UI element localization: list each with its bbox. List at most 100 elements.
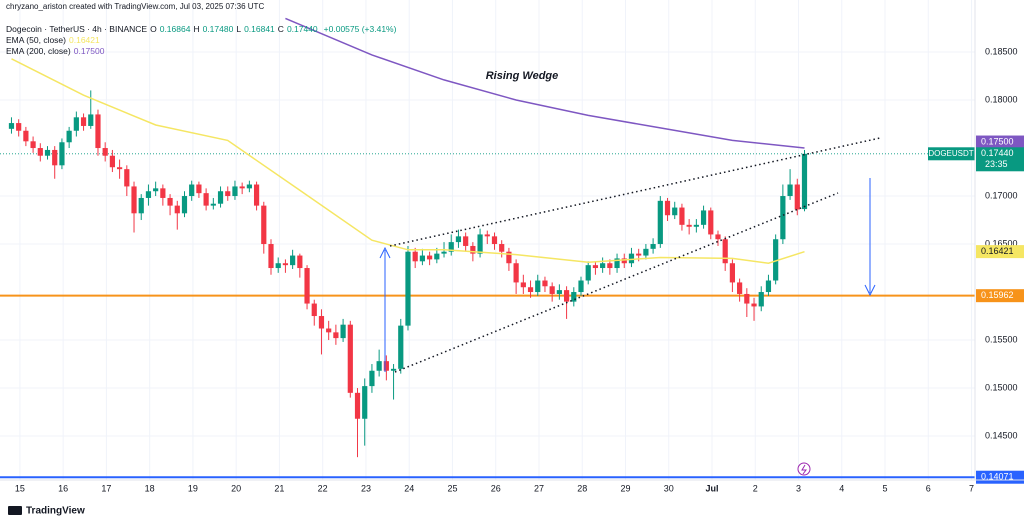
y-tick-label: 0.15000 [985, 382, 1018, 392]
x-tick-label: 28 [577, 483, 587, 493]
candle-body [138, 197, 144, 214]
candle-body [398, 325, 404, 369]
candle-body [217, 191, 224, 204]
candle-body [369, 370, 375, 387]
candle-body [737, 282, 743, 294]
y-tick-label: 0.18500 [985, 46, 1018, 56]
footer: TradingView [26, 506, 85, 517]
y-tick-label: 0.17000 [985, 190, 1018, 200]
price-tag [976, 245, 1024, 259]
candle-body [174, 205, 180, 214]
candle-body [376, 361, 382, 371]
level-tag [976, 289, 1024, 303]
level-tag-label: 0.15962 [981, 290, 1014, 300]
candle-body [686, 224, 692, 227]
candle-body [109, 155, 115, 168]
logo [8, 506, 22, 515]
candle-body [16, 123, 22, 131]
x-tick-label: 27 [534, 483, 544, 493]
candle-body [434, 253, 440, 260]
ohlc-value: 0.16864 [159, 24, 191, 34]
candle-body [448, 242, 454, 252]
candle-body [333, 332, 339, 339]
x-tick-label: 18 [145, 483, 155, 493]
candle-body [441, 251, 447, 254]
candle-body [621, 258, 627, 264]
arrow-down [864, 178, 876, 297]
price-tag-label: 0.17440 [981, 148, 1014, 158]
candle-body [787, 184, 793, 197]
candle-body [722, 239, 728, 264]
y-tick-label: 0.15500 [985, 334, 1018, 344]
countdown: 23:35 [985, 159, 1008, 169]
candle-body [484, 234, 490, 237]
candle-body [463, 236, 469, 246]
candle-body [30, 141, 36, 149]
indicator-value: 0.16421 [69, 35, 100, 45]
x-tick-label: 25 [447, 483, 457, 493]
candle-body [8, 123, 15, 129]
price-tag [976, 135, 1024, 149]
candle-body [477, 234, 483, 254]
candle-body [715, 234, 721, 240]
candle-body [318, 316, 325, 329]
candle-body [354, 392, 361, 419]
level-tag-label: 0.14071 [981, 472, 1014, 482]
candle-body [340, 324, 346, 339]
ohlc-value: 0.16841 [244, 24, 275, 34]
candle-body [304, 268, 310, 304]
candle-body [520, 282, 526, 288]
candle-body [383, 361, 389, 371]
ohlc-key: C [277, 24, 284, 34]
x-tick-label: 19 [188, 483, 198, 493]
ohlc-key: L [236, 24, 242, 34]
candle-body [239, 186, 245, 189]
x-tick-label: 2 [753, 483, 758, 493]
x-tick-label: 6 [926, 483, 931, 493]
candle-body [44, 149, 51, 156]
candle-body [167, 197, 173, 206]
candle-body [52, 149, 58, 166]
candle-body [347, 324, 353, 393]
candle-body [455, 236, 462, 243]
symbol-tag-label: DOGEUSDT [928, 149, 973, 158]
candle-body [578, 280, 584, 293]
candle-body [571, 292, 577, 302]
candle-body [131, 186, 137, 214]
candle-body [650, 244, 656, 249]
candle-body [708, 210, 714, 235]
x-tick-label: 17 [101, 483, 111, 493]
candle-body [693, 224, 699, 227]
x-tick-label: 21 [274, 483, 284, 493]
x-tick-label: 23 [361, 483, 371, 493]
candle-body [181, 196, 188, 214]
candle-body [124, 169, 130, 187]
ema-line [11, 58, 805, 264]
candle-body [506, 251, 512, 264]
candle-body [261, 205, 267, 245]
candle-body [636, 253, 642, 256]
annotation: Rising Wedge [486, 70, 559, 82]
candle-body [203, 193, 209, 206]
candle-body [758, 292, 764, 307]
ohlc: O 0.16864 H 0.17480 L 0.16841 C 0.17440 [150, 24, 321, 34]
candle-body [117, 167, 123, 170]
candle-body [751, 303, 757, 307]
candle-body [607, 263, 613, 269]
candle-body [664, 200, 671, 216]
candle-body [643, 248, 649, 256]
candle-body [614, 258, 620, 269]
ohlc-value: 0.17480 [202, 24, 234, 34]
candle-body [628, 253, 635, 264]
candle-body [419, 255, 425, 262]
candle-body [556, 290, 562, 294]
x-tick-label: Jul [705, 483, 718, 493]
candle-body [80, 117, 87, 126]
candle-body [66, 130, 72, 143]
legend-main: Dogecoin · TetherUS · 4h · BINANCE O 0.168… [6, 24, 399, 35]
indicator-name: EMA (50, close) [6, 35, 66, 45]
symbol-tag [928, 147, 975, 161]
candle-body [679, 207, 685, 225]
candle-body [744, 293, 750, 304]
candle-body [491, 236, 498, 245]
